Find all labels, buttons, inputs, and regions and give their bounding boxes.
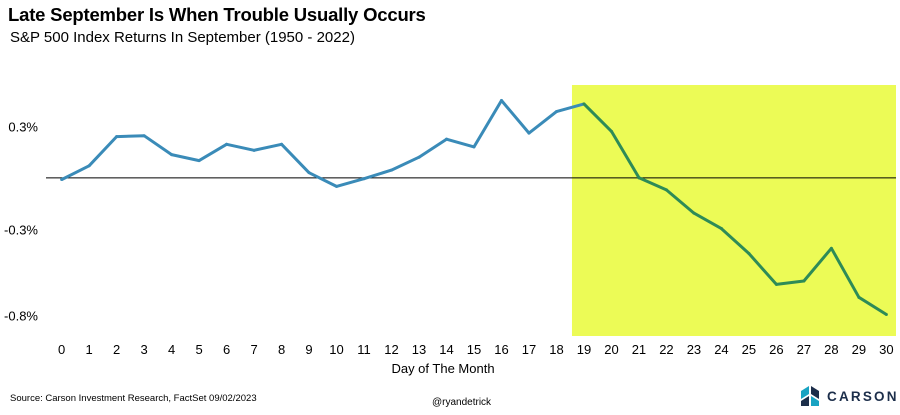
y-tick-label: -0.8% (4, 308, 38, 323)
data-point (362, 177, 366, 181)
data-point (554, 110, 558, 114)
x-tick-label: 24 (714, 342, 728, 357)
brand-name: CARSON (827, 388, 899, 404)
data-point (719, 227, 723, 231)
x-tick-label: 11 (357, 342, 371, 357)
data-point (445, 137, 449, 141)
data-point (857, 295, 861, 299)
data-point (692, 211, 696, 215)
data-point (197, 159, 201, 163)
x-tick-label: 1 (85, 342, 92, 357)
x-tick-label: 16 (494, 342, 508, 357)
data-point (115, 135, 119, 139)
x-tick-label: 23 (687, 342, 701, 357)
x-axis-label: Day of The Month (391, 361, 494, 376)
data-point (664, 188, 668, 192)
x-tick-label: 28 (824, 342, 838, 357)
series-line (60, 99, 585, 188)
data-point (142, 134, 146, 138)
data-point (60, 178, 64, 182)
y-tick-label: 0.3% (8, 119, 38, 134)
carson-logo-icon (801, 386, 819, 406)
x-tick-label: 5 (195, 342, 202, 357)
x-tick-label: 9 (305, 342, 312, 357)
x-tick-label: 2 (113, 342, 120, 357)
x-axis-ticks: 0 1 2 3 4 5 6 7 8 9 10 11 12 13 14 15 16 17 18 19 20 21 22 23 24… (58, 342, 894, 357)
x-tick-label: 25 (742, 342, 756, 357)
data-point (582, 102, 586, 106)
source-note: Source: Carson Investment Research, Fact… (10, 393, 257, 404)
y-axis-ticks: 0.3% -0.3% -0.8% (4, 119, 38, 323)
y-tick-label: -0.3% (4, 222, 38, 237)
x-tick-label: 6 (223, 342, 230, 357)
data-point (280, 142, 284, 146)
x-tick-label: 27 (797, 342, 811, 357)
x-tick-label: 18 (549, 342, 563, 357)
data-points (60, 98, 888, 317)
x-tick-label: 14 (439, 342, 453, 357)
x-tick-label: 13 (412, 342, 426, 357)
data-point (87, 164, 91, 168)
data-point (170, 153, 174, 157)
x-tick-label: 8 (278, 342, 285, 357)
data-point (390, 168, 394, 172)
data-point (747, 251, 751, 255)
chart-subtitle: S&P 500 Index Returns In September (1950… (10, 29, 355, 46)
x-tick-label: 29 (852, 342, 866, 357)
data-point (417, 155, 421, 159)
x-tick-label: 22 (659, 342, 673, 357)
carson-logo: CARSON (800, 385, 899, 407)
x-tick-label: 20 (604, 342, 618, 357)
x-tick-label: 4 (168, 342, 175, 357)
x-tick-label: 17 (522, 342, 536, 357)
x-tick-label: 30 (879, 342, 893, 357)
data-point (637, 176, 641, 180)
data-point (774, 282, 778, 286)
author-handle: @ryandetrick (432, 397, 492, 408)
data-point (884, 313, 888, 317)
line-chart: 0.3%-0.3%-0.8% 0 1 2 3 4 5 6 7 8 9 10 11 12 13 14 15 16 1… (4, 85, 896, 376)
x-tick-label: 0 (58, 342, 65, 357)
data-point (252, 148, 256, 152)
x-tick-label: 15 (467, 342, 481, 357)
data-point (609, 129, 613, 133)
x-tick-label: 19 (577, 342, 591, 357)
data-point (472, 145, 476, 149)
x-tick-label: 21 (632, 342, 646, 357)
chart-title: Late September Is When Trouble Usually O… (8, 4, 426, 25)
data-point (335, 184, 339, 188)
series-line-late-september (582, 102, 888, 316)
x-tick-label: 12 (384, 342, 398, 357)
data-point (802, 279, 806, 283)
x-tick-label: 3 (140, 342, 147, 357)
x-tick-label: 10 (329, 342, 343, 357)
data-point (499, 98, 503, 102)
late-september-highlight (571, 85, 896, 336)
data-point (307, 171, 311, 175)
data-point (829, 246, 833, 250)
data-point (527, 131, 531, 135)
x-tick-label: 7 (250, 342, 257, 357)
x-tick-label: 26 (769, 342, 783, 357)
data-point (225, 142, 229, 146)
